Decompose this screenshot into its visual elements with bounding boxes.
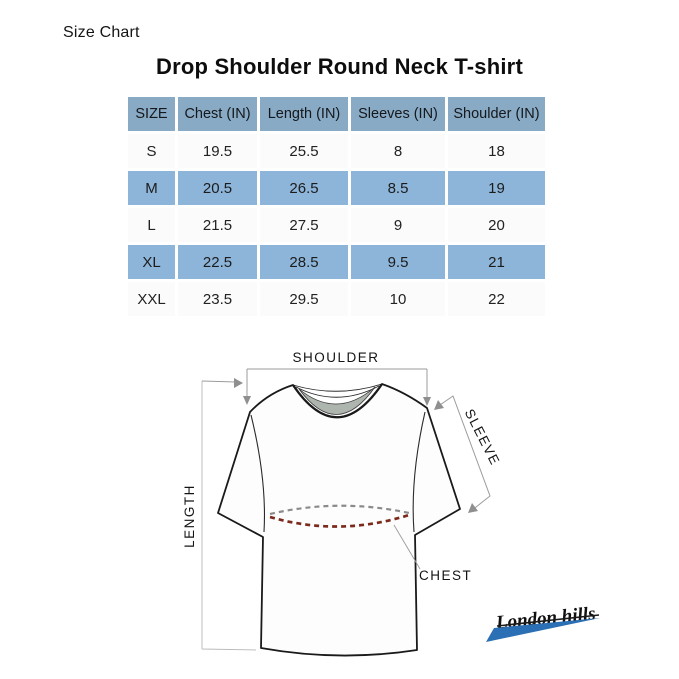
column-header-sleeves: Sleeves (IN)	[351, 97, 445, 131]
table-row: M 20.5 26.5 8.5 19	[128, 171, 545, 205]
shoulder-arrow-right	[423, 397, 431, 406]
table-row: XL 22.5 28.5 9.5 21	[128, 245, 545, 279]
section-label: Size Chart	[63, 24, 140, 41]
logo-underline	[496, 614, 600, 627]
cell-length: 29.5	[260, 282, 348, 316]
cell-chest: 19.5	[178, 134, 257, 168]
column-header-length: Length (IN)	[260, 97, 348, 131]
tshirt-outline	[217, 383, 461, 657]
column-header-shoulder: Shoulder (IN)	[448, 97, 545, 131]
cell-shoulder: 21	[448, 245, 545, 279]
cell-chest: 20.5	[178, 171, 257, 205]
table-row: L 21.5 27.5 9 20	[128, 208, 545, 242]
chest-label: CHEST	[419, 568, 472, 583]
table-row: XXL 23.5 29.5 10 22	[128, 282, 545, 316]
column-header-chest: Chest (IN)	[178, 97, 257, 131]
cell-size: L	[128, 208, 175, 242]
cell-size: XL	[128, 245, 175, 279]
shoulder-label: SHOULDER	[292, 350, 379, 365]
cell-sleeves: 9	[351, 208, 445, 242]
cell-size: S	[128, 134, 175, 168]
table-header-row: SIZE Chest (IN) Length (IN) Sleeves (IN)…	[128, 97, 545, 131]
cell-shoulder: 19	[448, 171, 545, 205]
cell-sleeves: 10	[351, 282, 445, 316]
cell-length: 25.5	[260, 134, 348, 168]
collar-outer-line	[292, 383, 383, 392]
right-armhole-seam	[412, 411, 426, 533]
length-label: LENGTH	[182, 484, 197, 548]
sleeve-dimension-line	[436, 395, 491, 512]
cell-chest: 21.5	[178, 208, 257, 242]
page-title: Drop Shoulder Round Neck T-shirt	[156, 54, 523, 79]
length-dimension-line	[201, 381, 257, 651]
cell-shoulder: 18	[448, 134, 545, 168]
cell-chest: 22.5	[178, 245, 257, 279]
cell-shoulder: 22	[448, 282, 545, 316]
sleeve-arrow-bottom	[468, 503, 478, 513]
front-neckline	[292, 383, 383, 419]
shoulder-dimension-line	[246, 368, 428, 399]
cell-chest: 23.5	[178, 282, 257, 316]
cell-sleeves: 8	[351, 134, 445, 168]
cell-size: XXL	[128, 282, 175, 316]
sleeve-arrow-top	[434, 400, 444, 410]
logo-swoosh	[486, 618, 600, 642]
length-arrow	[234, 378, 243, 388]
length-top-line	[201, 380, 237, 383]
cell-size: M	[128, 171, 175, 205]
table-row: S 19.5 25.5 8 18	[128, 134, 545, 168]
cell-length: 27.5	[260, 208, 348, 242]
collar-shade	[298, 386, 376, 415]
left-armhole-seam	[250, 414, 266, 533]
cell-length: 28.5	[260, 245, 348, 279]
cell-sleeves: 9.5	[351, 245, 445, 279]
cell-length: 26.5	[260, 171, 348, 205]
cell-shoulder: 20	[448, 208, 545, 242]
collar-back-line	[295, 385, 380, 398]
size-table: SIZE Chest (IN) Length (IN) Sleeves (IN)…	[125, 94, 548, 319]
chest-pointer-line	[393, 524, 421, 570]
shoulder-arrow-left	[243, 396, 251, 405]
cell-sleeves: 8.5	[351, 171, 445, 205]
column-header-size: SIZE	[128, 97, 175, 131]
